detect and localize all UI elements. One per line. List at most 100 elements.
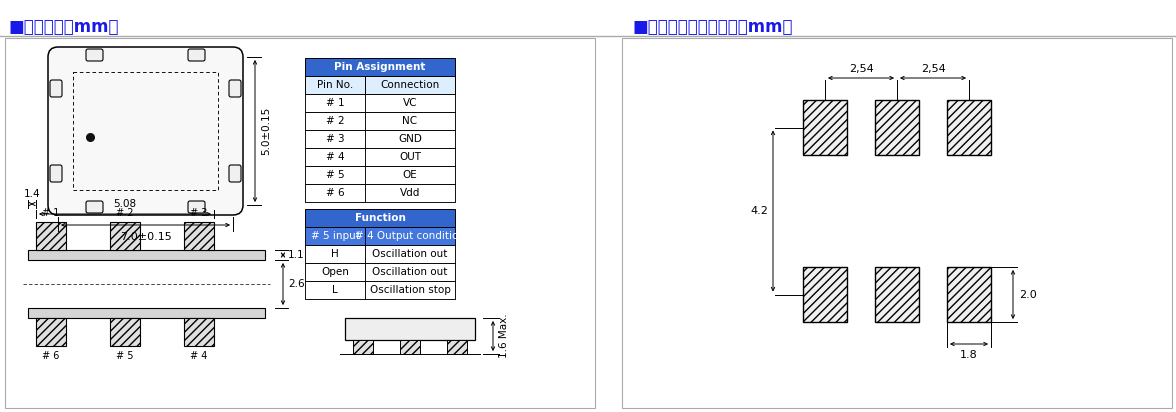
- Text: Oscillation stop: Oscillation stop: [369, 285, 450, 295]
- Bar: [111, 222, 140, 250]
- Text: Function: Function: [354, 213, 406, 223]
- Bar: [365, 245, 455, 263]
- Text: ■外形寸法【mm】: ■外形寸法【mm】: [8, 18, 119, 36]
- Bar: [365, 263, 455, 281]
- Bar: [305, 130, 365, 148]
- Text: # 5: # 5: [116, 351, 134, 361]
- Bar: [305, 263, 455, 281]
- Bar: [365, 184, 455, 202]
- Text: 1.1: 1.1: [288, 250, 305, 260]
- Bar: [947, 267, 991, 322]
- Bar: [365, 227, 455, 245]
- FancyBboxPatch shape: [51, 165, 62, 182]
- Text: Open: Open: [321, 267, 349, 277]
- Text: H: H: [332, 249, 339, 259]
- FancyBboxPatch shape: [51, 80, 62, 97]
- Bar: [803, 267, 847, 322]
- Text: # 2: # 2: [326, 116, 345, 126]
- Bar: [305, 76, 365, 94]
- Bar: [305, 245, 365, 263]
- Bar: [305, 166, 365, 184]
- Text: 1.6 Max.: 1.6 Max.: [499, 314, 509, 358]
- Bar: [345, 318, 475, 340]
- Bar: [183, 318, 214, 346]
- Bar: [305, 227, 455, 245]
- Text: # 1: # 1: [326, 98, 345, 108]
- Bar: [305, 227, 365, 245]
- Bar: [305, 281, 365, 299]
- Bar: [947, 100, 991, 155]
- Bar: [365, 281, 455, 299]
- Text: # 2: # 2: [116, 208, 134, 218]
- Bar: [875, 100, 918, 155]
- Text: 5.08: 5.08: [113, 199, 136, 209]
- Text: 1.4: 1.4: [24, 189, 40, 199]
- Text: 7.0±0.15: 7.0±0.15: [120, 232, 172, 242]
- Text: Pin Assignment: Pin Assignment: [334, 62, 426, 72]
- FancyBboxPatch shape: [229, 80, 241, 97]
- Text: ■推奨ランドパターン【mm】: ■推奨ランドパターン【mm】: [633, 18, 794, 36]
- Bar: [622, 38, 1172, 408]
- Bar: [28, 250, 265, 260]
- Bar: [365, 166, 455, 184]
- Bar: [305, 112, 455, 130]
- Text: Oscillation out: Oscillation out: [373, 249, 448, 259]
- Text: # 4: # 4: [191, 351, 208, 361]
- Text: 2.0: 2.0: [1018, 290, 1037, 300]
- Bar: [305, 184, 365, 202]
- Text: 5.0±0.15: 5.0±0.15: [261, 107, 270, 155]
- Text: # 3: # 3: [326, 134, 345, 144]
- Text: 2,54: 2,54: [921, 64, 946, 74]
- Bar: [365, 130, 455, 148]
- Bar: [365, 76, 455, 94]
- Bar: [305, 263, 365, 281]
- Text: 1.8: 1.8: [960, 350, 978, 360]
- FancyBboxPatch shape: [188, 49, 205, 61]
- Text: # 1: # 1: [42, 208, 60, 218]
- FancyBboxPatch shape: [188, 201, 205, 213]
- Text: OUT: OUT: [399, 152, 421, 162]
- Bar: [305, 184, 455, 202]
- Bar: [305, 58, 455, 76]
- FancyBboxPatch shape: [48, 47, 243, 215]
- Text: NC: NC: [402, 116, 417, 126]
- Bar: [447, 340, 467, 354]
- Bar: [305, 245, 455, 263]
- Text: OE: OE: [402, 170, 417, 180]
- Bar: [183, 222, 214, 250]
- Text: # 4 Output condition: # 4 Output condition: [355, 231, 465, 241]
- Text: L: L: [332, 285, 338, 295]
- Bar: [305, 76, 455, 94]
- FancyBboxPatch shape: [86, 201, 103, 213]
- Text: # 6: # 6: [42, 351, 60, 361]
- Bar: [305, 130, 455, 148]
- Bar: [803, 100, 847, 155]
- Bar: [111, 318, 140, 346]
- Text: 2.6: 2.6: [288, 279, 305, 289]
- Bar: [305, 281, 455, 299]
- Text: Pin No.: Pin No.: [316, 80, 353, 90]
- Text: VC: VC: [402, 98, 417, 108]
- Text: # 5 input: # 5 input: [310, 231, 360, 241]
- Bar: [305, 166, 455, 184]
- Bar: [36, 318, 66, 346]
- Text: # 5: # 5: [326, 170, 345, 180]
- Text: # 4: # 4: [326, 152, 345, 162]
- FancyBboxPatch shape: [229, 165, 241, 182]
- Bar: [305, 148, 455, 166]
- Bar: [305, 112, 365, 130]
- Bar: [28, 308, 265, 318]
- Text: Vdd: Vdd: [400, 188, 420, 198]
- Bar: [5, 38, 595, 408]
- Bar: [353, 340, 373, 354]
- Text: # 3: # 3: [191, 208, 208, 218]
- Bar: [365, 148, 455, 166]
- Bar: [305, 148, 365, 166]
- Bar: [305, 209, 455, 227]
- Text: GND: GND: [397, 134, 422, 144]
- Bar: [36, 222, 66, 250]
- Bar: [305, 94, 365, 112]
- Bar: [875, 267, 918, 322]
- Text: 4.2: 4.2: [750, 206, 768, 216]
- Text: Connection: Connection: [380, 80, 440, 90]
